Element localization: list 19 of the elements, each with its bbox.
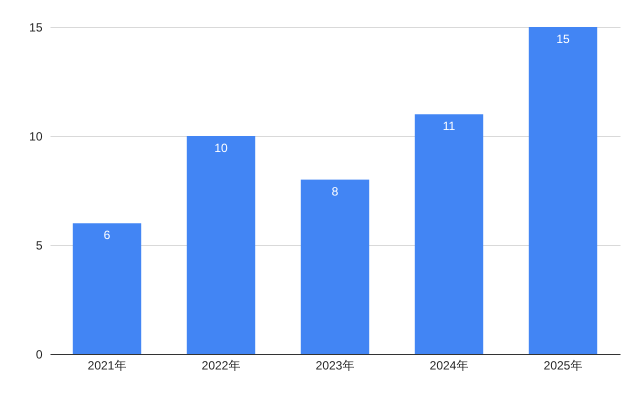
y-tick-label: 5 [36, 238, 43, 252]
x-tick-label: 2025年 [544, 358, 582, 372]
bar [414, 114, 484, 354]
data-label: 6 [104, 228, 111, 242]
x-tick-label: 2021年 [88, 358, 126, 372]
y-tick-label: 0 [36, 348, 43, 362]
data-label: 11 [442, 119, 456, 134]
x-tick-label: 2023年 [316, 358, 354, 372]
y-tick-label: 15 [29, 20, 43, 34]
data-label: 15 [556, 32, 570, 46]
data-label: 10 [214, 141, 228, 155]
bar [186, 136, 256, 354]
x-tick-label: 2022年 [202, 358, 240, 372]
bar [72, 223, 142, 354]
x-tick-label: 2024年 [430, 358, 468, 372]
data-label: 8 [332, 184, 339, 199]
bar [528, 27, 598, 354]
bar [300, 180, 370, 354]
y-tick-label: 10 [29, 130, 43, 144]
